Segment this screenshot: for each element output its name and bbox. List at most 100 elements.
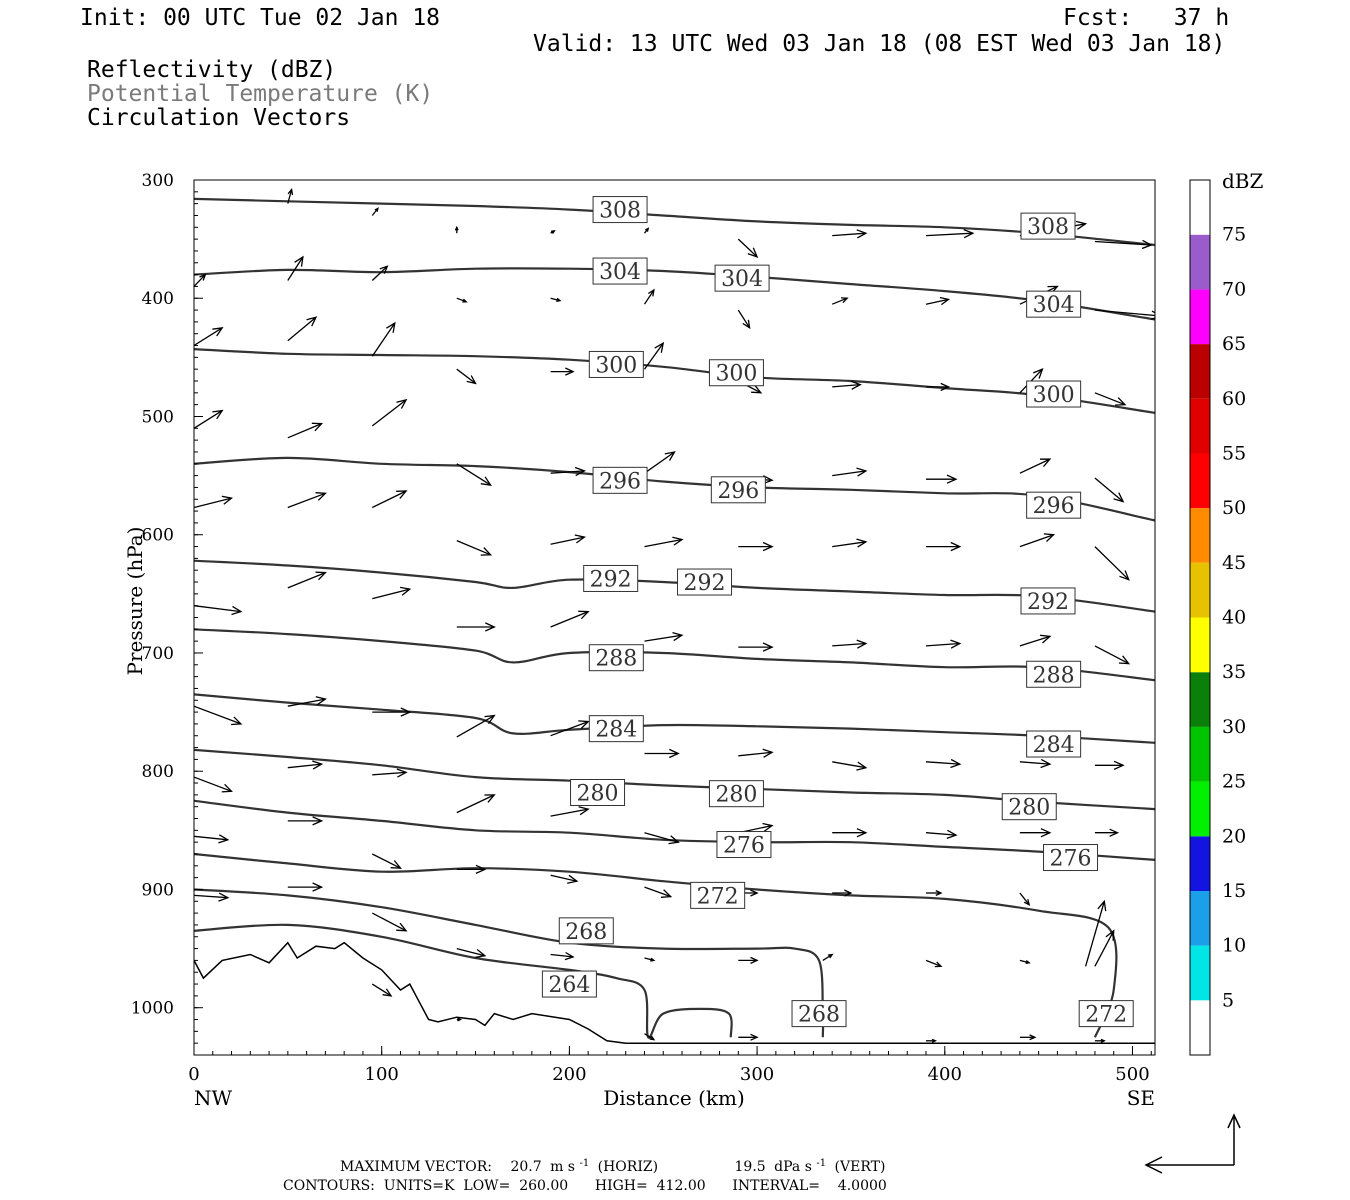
contour-label: 300 [595,353,637,378]
contour-label-box [558,917,614,945]
circulation-vector [1094,392,1127,406]
x-tick-label: 500 [1115,1064,1149,1085]
colorbar-bin [1190,945,1210,1001]
isentrope-284 [194,693,1155,744]
contour-label-box [583,564,639,592]
isentrope-280 [194,748,1155,811]
circulation-vector [287,187,294,204]
y-tick-label: 700 [142,644,174,664]
circulation-vector [1019,533,1056,548]
contour-label: 304 [1033,293,1075,318]
circulation-vector [194,409,224,429]
circulation-vector [372,586,412,600]
colorbar-bin [1190,234,1210,290]
circulation-vector [925,959,943,968]
contour-label: 268 [565,920,607,945]
contour-label: 272 [697,884,739,909]
circulation-vector [644,631,684,642]
circulation-vector [371,321,396,357]
max-vert-unit: dPa s [774,1159,812,1175]
colorbar-bin [1190,836,1210,891]
contour-label-box [708,359,764,387]
contour-label: 284 [595,718,637,743]
max-vert-tag: (VERT) [835,1159,886,1175]
reference-vector-icon [1144,1113,1241,1174]
colorbar-bin [1190,508,1210,563]
max-vector-line: MAXIMUM VECTOR: 20.7 m s -1 (HORIZ) 19.5… [340,1154,885,1175]
contour-label-box [588,715,644,743]
circulation-vector [832,380,862,390]
max-horiz-tag: (HORIZ) [598,1159,658,1175]
y-tick-label: 500 [142,407,174,427]
isentrope-264 [194,923,733,1039]
circulation-vector [738,1033,759,1041]
field-label-theta: Potential Temperature (K) [87,81,434,107]
colorbar-bin [1190,398,1210,454]
circulation-vector [287,422,324,439]
colorbar-tick-label: 60 [1222,388,1246,410]
circulation-vector [1019,758,1052,769]
contour-label-box [791,1000,847,1028]
circulation-vector [644,451,676,474]
circulation-vector [456,947,487,959]
circulation-vector [737,309,751,330]
circulation-vector [925,228,975,239]
circulation-vector [832,828,868,838]
circulation-vector [926,1038,937,1043]
isentrope-272 [194,852,1118,1038]
circulation-vector [738,748,774,758]
circulation-vector [926,541,962,552]
circulation-vector [643,341,665,370]
circulation-vector [1019,634,1052,647]
circulation-vector [287,816,324,826]
circulation-vector [644,832,680,845]
max-vert-exp: -1 [816,1158,826,1169]
circulation-vector [644,957,656,962]
circulation-vector [550,534,586,545]
circulation-vector [456,864,487,874]
circulation-vector [926,890,943,896]
circulation-vector [925,758,962,769]
contour-label: 300 [1033,383,1075,408]
colorbar-bin [1190,672,1210,727]
circulation-vector [925,296,951,306]
circulation-vector [1094,477,1125,503]
colorbar-bin [1190,726,1210,782]
endpoint-right: SE [1127,1086,1155,1110]
circulation-vector [456,622,496,632]
contour-label: 308 [599,199,641,224]
colorbar-tick-label: 30 [1222,716,1246,738]
colorbar-tick-label: 55 [1222,442,1246,464]
colorbar: 5 10 15 20 25 30 35 40 45 50 55 60 65 70 75 [1189,179,1246,1056]
circulation-vector [831,297,849,305]
contour-label-box [710,476,766,504]
circulation-vector [643,227,650,234]
valid-time: Valid: 13 UTC Wed 03 Jan 18 (08 EST Wed … [533,31,1226,57]
contour-label: 292 [684,571,726,596]
circulation-vector [832,761,868,771]
circulation-vector [371,398,408,427]
circulation-vector [1094,645,1131,665]
contour-label-box [541,970,597,998]
field-label-reflectivity: Reflectivity (dBZ) [87,57,337,83]
x-tick-label: 100 [365,1064,399,1085]
circulation-vector [371,265,389,281]
contour-label-box [1020,587,1076,615]
contour-label-box [1026,660,1082,688]
colorbar-tick-label: 35 [1222,661,1246,683]
circulation-vector [1019,892,1031,907]
circulation-vector [287,882,324,892]
contours-info: CONTOURS: UNITS=K LOW= 260.00 HIGH= 412.… [283,1178,887,1194]
endpoint-left: NW [194,1086,233,1110]
contour-label-box [1026,380,1082,408]
contour-label: 288 [595,647,637,672]
circulation-vector [194,705,243,726]
max-horiz-unit: m s [550,1159,575,1175]
y-axis-label: Pressure (hPa) [123,527,147,676]
colorbar-bin [1190,1000,1210,1055]
circulation-vector [832,538,868,548]
x-tick-label: 400 [928,1064,962,1085]
contour-label-box [592,466,648,494]
circulation-vector [1094,239,1153,250]
